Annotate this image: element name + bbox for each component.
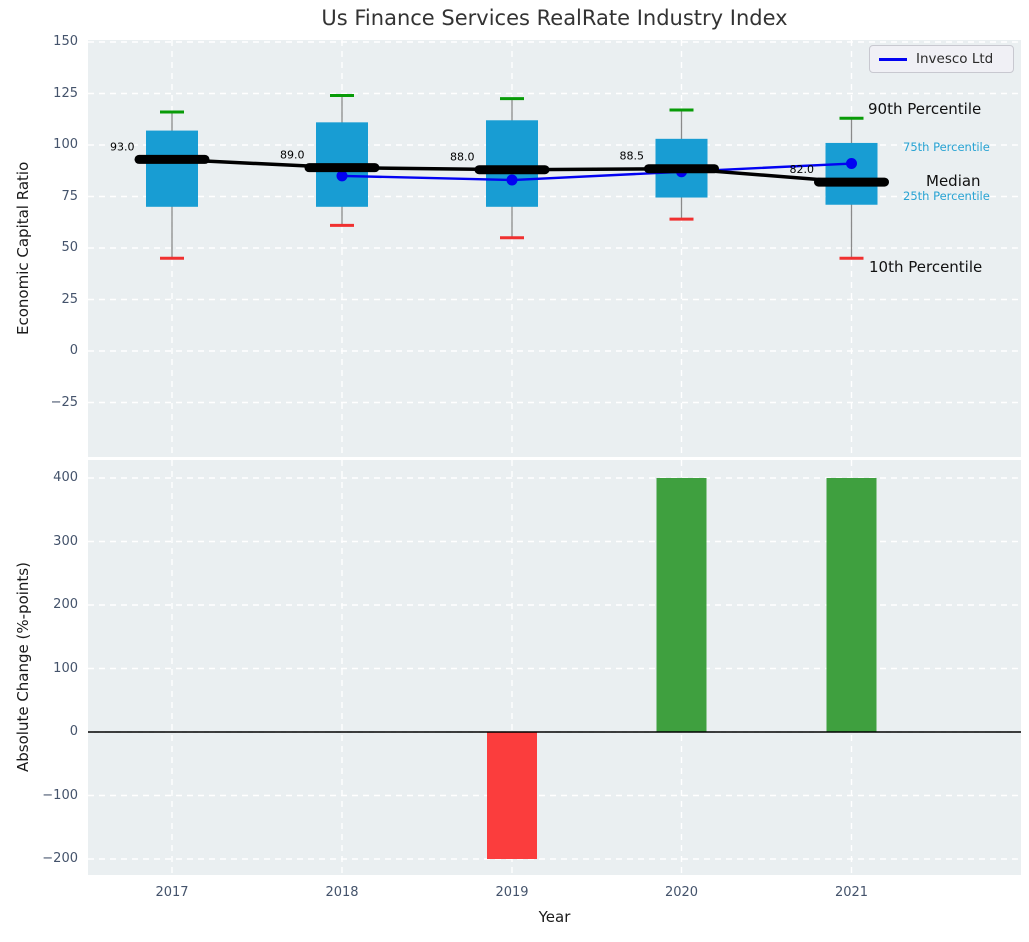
top-y-tick-label: −25 <box>26 394 78 412</box>
x-tick-label-2017: 2017 <box>132 884 212 902</box>
annotation-25th-percentile: 25th Percentile <box>903 189 990 203</box>
bottom-y-tick-label: −200 <box>26 850 78 868</box>
top-y-tick-label: 150 <box>26 33 78 51</box>
x-tick-label-2018: 2018 <box>302 884 382 902</box>
invesco-point <box>507 175 518 186</box>
change-bar-2020 <box>657 478 707 732</box>
figure: Us Finance Services RealRate Industry In… <box>0 0 1029 942</box>
top-y-tick-label: 75 <box>26 188 78 206</box>
bottom-y-tick-label: 300 <box>26 533 78 551</box>
legend-line-icon <box>879 58 907 61</box>
top-y-tick-label: 25 <box>26 291 78 309</box>
bottom-y-tick-label: 0 <box>26 723 78 741</box>
bottom-y-tick-label: 100 <box>26 660 78 678</box>
invesco-point <box>846 158 857 169</box>
median-value-label: 82.0 <box>790 163 815 176</box>
iqr-box-2021 <box>826 143 878 205</box>
median-value-label: 93.0 <box>110 140 135 153</box>
x-axis-title: Year <box>88 908 1021 926</box>
bottom-y-tick-label: 400 <box>26 469 78 487</box>
annotation-10th-percentile: 10th Percentile <box>869 258 982 276</box>
median-value-label: 88.5 <box>620 150 645 163</box>
legend: Invesco Ltd <box>869 45 1014 73</box>
median-value-label: 88.0 <box>450 151 475 164</box>
median-value-label: 89.0 <box>280 149 305 162</box>
bottom-y-tick-label: 200 <box>26 596 78 614</box>
x-tick-label-2019: 2019 <box>472 884 552 902</box>
bar-plot-svg <box>88 460 1021 875</box>
bar-plot-area <box>88 460 1021 875</box>
annotation-75th-percentile: 75th Percentile <box>903 140 990 154</box>
legend-label: Invesco Ltd <box>916 51 993 67</box>
top-y-tick-label: 0 <box>26 342 78 360</box>
x-tick-label-2020: 2020 <box>642 884 722 902</box>
top-y-tick-label: 50 <box>26 239 78 257</box>
annotation-median: Median <box>926 172 981 190</box>
top-y-tick-label: 100 <box>26 136 78 154</box>
iqr-box-2019 <box>486 120 538 207</box>
change-bar-2021 <box>827 478 877 732</box>
bottom-y-tick-label: −100 <box>26 787 78 805</box>
chart-title: Us Finance Services RealRate Industry In… <box>88 6 1021 30</box>
top-y-tick-label: 125 <box>26 85 78 103</box>
change-bar-2019 <box>487 732 537 859</box>
iqr-box-2017 <box>146 131 198 207</box>
x-tick-label-2021: 2021 <box>812 884 892 902</box>
annotation-90th-percentile: 90th Percentile <box>868 100 981 118</box>
